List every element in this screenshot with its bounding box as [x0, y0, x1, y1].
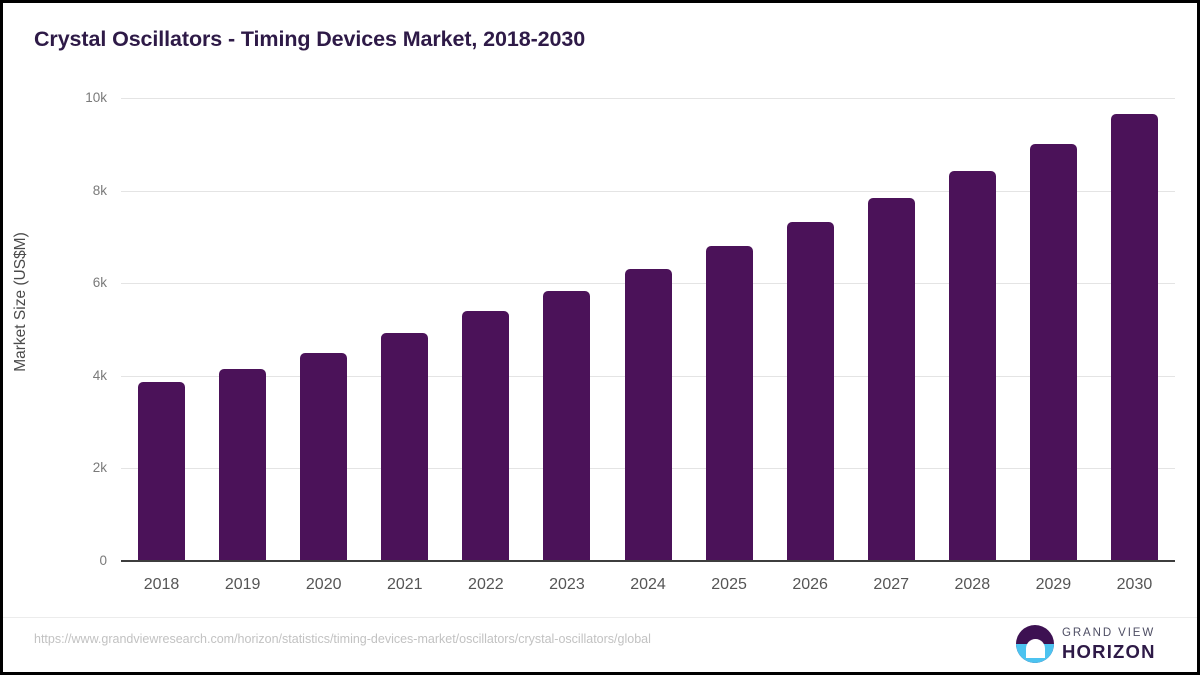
- logo-ray-short: [1030, 653, 1040, 656]
- x-axis-tick-label: 2024: [630, 576, 666, 593]
- x-axis-tick-label: 2022: [468, 576, 504, 593]
- x-axis-tick-label: 2020: [305, 576, 342, 593]
- x-axis-tick-label: 2023: [549, 576, 585, 593]
- bar[interactable]: [543, 290, 591, 561]
- bar[interactable]: [1029, 143, 1077, 561]
- bar[interactable]: [381, 332, 429, 561]
- x-axis-tick-label: 2028: [954, 576, 991, 593]
- logo-top-text: GRAND VIEW: [1062, 627, 1156, 639]
- bar[interactable]: [624, 269, 672, 561]
- page-title: Crystal Oscillators - Timing Devices Mar…: [34, 27, 586, 51]
- logo-bottom-text: HORIZON: [1062, 641, 1156, 662]
- bar[interactable]: [300, 352, 348, 561]
- horizon-sun-icon: [1016, 625, 1054, 663]
- x-axis-tick-label: 2029: [1035, 576, 1072, 593]
- bar[interactable]: [948, 171, 996, 561]
- x-axis-tick-label: 2030: [1116, 576, 1153, 593]
- bar[interactable]: [219, 369, 267, 561]
- x-axis-tick-label: 2027: [873, 576, 910, 593]
- y-axis-tick-label: 4k: [92, 367, 107, 383]
- bar[interactable]: [786, 221, 834, 561]
- logo-ray-long: [1027, 649, 1043, 651]
- bar[interactable]: [462, 311, 510, 561]
- bar[interactable]: [1110, 113, 1158, 561]
- bar[interactable]: [705, 246, 753, 561]
- grand-view-horizon-logo[interactable]: GRAND VIEW HORIZON: [1016, 623, 1168, 665]
- x-axis-tick-label: 2025: [711, 576, 747, 593]
- x-axis-line: [121, 560, 1175, 562]
- y-axis-tick-label: 8k: [92, 182, 107, 198]
- gridline: [121, 190, 1175, 192]
- y-axis-tick-label: 2k: [92, 460, 107, 476]
- y-axis-title: Market Size (US$M): [12, 232, 29, 372]
- y-axis-tick-label: 10k: [85, 90, 107, 105]
- y-axis-tick-label: 0: [99, 553, 107, 568]
- plot-area: [121, 93, 1175, 562]
- bar[interactable]: [138, 382, 186, 561]
- y-axis-tick-label: 6k: [92, 275, 107, 291]
- source-url[interactable]: https://www.grandviewresearch.com/horizo…: [34, 632, 651, 646]
- bar[interactable]: [867, 197, 915, 561]
- x-axis-tick-label: 2018: [143, 576, 180, 593]
- x-axis-tick-label: 2021: [386, 576, 423, 593]
- x-axis-tick-label: 2026: [792, 576, 828, 593]
- logo-text: GRAND VIEW HORIZON: [1062, 626, 1156, 662]
- gridline: [121, 98, 1175, 99]
- footer-divider: [3, 617, 1197, 618]
- x-axis-tick-label: 2019: [224, 576, 261, 593]
